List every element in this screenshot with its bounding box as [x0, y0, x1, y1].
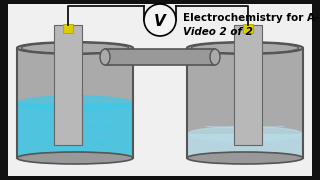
Text: Electrochemistry for A-level: Electrochemistry for A-level: [183, 13, 320, 23]
Ellipse shape: [187, 42, 303, 54]
Bar: [234, 25, 262, 145]
Bar: [188, 134, 302, 158]
Bar: [243, 24, 253, 33]
Ellipse shape: [18, 96, 132, 110]
Ellipse shape: [187, 152, 303, 164]
Bar: [187, 48, 303, 158]
Bar: [105, 49, 215, 65]
Ellipse shape: [17, 42, 133, 54]
Circle shape: [144, 4, 176, 36]
Bar: [18, 103, 132, 158]
Ellipse shape: [100, 49, 110, 65]
Ellipse shape: [188, 127, 302, 141]
Ellipse shape: [17, 152, 133, 164]
Bar: [63, 24, 73, 33]
Bar: [17, 48, 133, 158]
Bar: [54, 25, 82, 145]
Ellipse shape: [210, 49, 220, 65]
Text: V: V: [154, 14, 166, 28]
Text: Video 2 of 2: Video 2 of 2: [183, 27, 253, 37]
